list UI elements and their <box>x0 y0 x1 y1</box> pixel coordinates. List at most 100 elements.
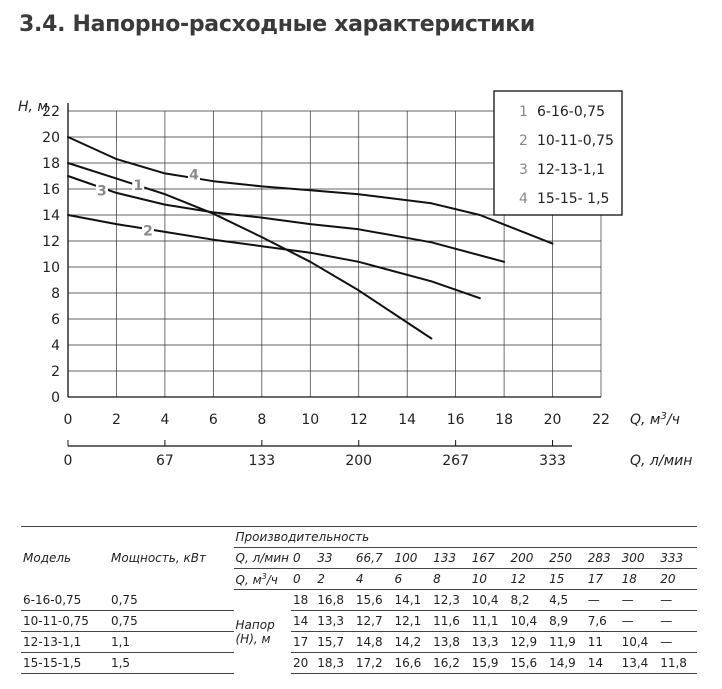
head-value-cell: 12,1 <box>392 610 432 632</box>
x2-tick-label: 267 <box>442 453 469 469</box>
legend-number: 2 <box>519 133 528 149</box>
y-tick-label: 2 <box>51 364 60 380</box>
q-lmin-cell: 250 <box>547 547 586 569</box>
q-lmin-cell: 200 <box>508 547 548 569</box>
q-lmin-cell: 33 <box>315 547 354 569</box>
curve-label-bg <box>141 221 154 238</box>
head-value-cell: 4,5 <box>547 589 586 611</box>
legend-entry: 10-11-0,75 <box>537 133 614 149</box>
head-value-cell: 11,1 <box>469 610 509 632</box>
q-lmin-cell: 66,7 <box>353 547 393 569</box>
y-axis-label: H, м <box>18 99 48 115</box>
y-tick-label: 22 <box>42 104 60 120</box>
q-lmin-cell: 283 <box>585 547 620 569</box>
head-value-cell: — <box>658 589 697 611</box>
head-value-cell: 7,6 <box>585 610 620 632</box>
header-model: Модель <box>21 526 109 590</box>
q-lmin-cell: 133 <box>431 547 470 569</box>
head-value-cell: 11,6 <box>431 610 470 632</box>
head-value-cell: 16,2 <box>431 652 470 674</box>
x-tick-label: 8 <box>257 412 266 428</box>
head-value-cell: 12,9 <box>508 631 548 653</box>
q-m3h-cell: 20 <box>658 568 697 590</box>
head-value-cell: 13,3 <box>315 610 354 632</box>
legend-entry: 15-15- 1,5 <box>537 191 609 207</box>
page-title: 3.4. Напорно-расходные характеристики <box>19 12 535 37</box>
table-row: 12-13-1,1 1,1 17 15,7 14,8 14,2 13,8 13,3 12,9 11… <box>21 631 697 653</box>
head-value-cell: — <box>658 631 697 653</box>
head-value-cell: 10,4 <box>469 589 509 611</box>
q-m3h-cell: 17 <box>585 568 620 590</box>
head-value-cell: 18,3 <box>315 652 354 674</box>
head-value-cell: 14,8 <box>353 631 393 653</box>
q-m3h-cell: 18 <box>619 568 659 590</box>
head-value-cell: 15,6 <box>353 589 393 611</box>
x2-tick-label: 67 <box>156 453 174 469</box>
header-performance: Производительность <box>233 526 697 548</box>
curve-4 <box>67 136 554 245</box>
head-value-cell: 13,3 <box>469 631 509 653</box>
y-tick-label: 0 <box>51 390 60 406</box>
q-m3h-cell: 8 <box>431 568 470 590</box>
q-m3h-cell: 2 <box>315 568 354 590</box>
y-tick-label: 6 <box>51 312 60 328</box>
head-value-cell: 13,4 <box>619 652 659 674</box>
curve-label-bg <box>95 181 108 198</box>
model-cell: 10-11-0,75 <box>21 610 109 632</box>
q-m3h-cell: 4 <box>353 568 393 590</box>
legend-number: 1 <box>519 104 528 120</box>
x-tick-label: 2 <box>112 412 121 428</box>
y-tick-label: 14 <box>42 208 60 224</box>
legend-entry: 6-16-0,75 <box>537 104 605 120</box>
x-tick-label: 6 <box>209 412 218 428</box>
head-value-cell: 12,7 <box>353 610 393 632</box>
head-value-cell: 14,9 <box>547 652 586 674</box>
head-value-cell: 14,2 <box>392 631 432 653</box>
q-lmin-cell: 100 <box>392 547 432 569</box>
table-row: 15-15-1,5 1,5 20 18,3 17,2 16,6 16,2 15,9 15,6 14… <box>21 652 697 674</box>
x-tick-label: 22 <box>592 412 610 428</box>
head-value-cell: 12,3 <box>431 589 470 611</box>
y-tick-label: 4 <box>51 338 60 354</box>
head-value-cell: 13,8 <box>431 631 470 653</box>
head-value-cell: 10,4 <box>619 631 659 653</box>
legend-number: 4 <box>519 191 528 207</box>
curve-label-1: 1 <box>133 178 143 194</box>
table-row: 6-16-0,75 0,75 Напор (Н), м 18 16,8 15,6 14,1 1… <box>21 589 697 646</box>
x-tick-label: 16 <box>447 412 465 428</box>
header-q-lmin: Q, л/мин <box>233 547 291 569</box>
x-tick-label: 0 <box>64 412 73 428</box>
q-m3h-cell: 10 <box>469 568 509 590</box>
table-row: 10-11-0,75 0,75 14 13,3 12,7 12,1 11,6 11,1 10,4… <box>21 610 697 632</box>
y-tick-label: 8 <box>51 286 60 302</box>
y-tick-label: 16 <box>42 182 60 198</box>
head-value-cell: 11,8 <box>658 652 697 674</box>
q-m3h-cell: 0 <box>290 568 316 590</box>
legend-entry: 12-13-1,1 <box>537 162 605 178</box>
curve-label-3: 3 <box>97 183 107 199</box>
curve-2 <box>67 214 481 300</box>
q-m3h-cell: 6 <box>392 568 432 590</box>
x-tick-label: 4 <box>160 412 169 428</box>
x2-axis-label: Q, л/мин <box>630 453 692 469</box>
curve-label-2: 2 <box>143 224 153 240</box>
x-tick-label: 12 <box>350 412 368 428</box>
header-head: Напор (Н), м <box>235 617 275 646</box>
y-tick-label: 12 <box>42 234 60 250</box>
header-power: Мощность, кВт <box>108 526 234 590</box>
head-value-cell: 14 <box>585 652 620 674</box>
characteristics-table: Модель Мощность, кВт Производительность Q, … <box>21 526 697 674</box>
head-value-cell: 16,6 <box>392 652 432 674</box>
x-tick-label: 18 <box>495 412 513 428</box>
curve-label-4: 4 <box>189 168 199 184</box>
head-value-cell: 11,9 <box>547 631 586 653</box>
x2-tick-label: 333 <box>539 453 566 469</box>
q-lmin-cell: 333 <box>658 547 697 569</box>
y-tick-label: 20 <box>42 130 60 146</box>
q-m3h-cell: 12 <box>508 568 548 590</box>
power-cell: 1,1 <box>108 631 234 653</box>
power-cell: 0,75 <box>108 589 234 611</box>
power-cell: 0,75 <box>108 610 234 632</box>
head-value-cell: 16,8 <box>315 589 354 611</box>
